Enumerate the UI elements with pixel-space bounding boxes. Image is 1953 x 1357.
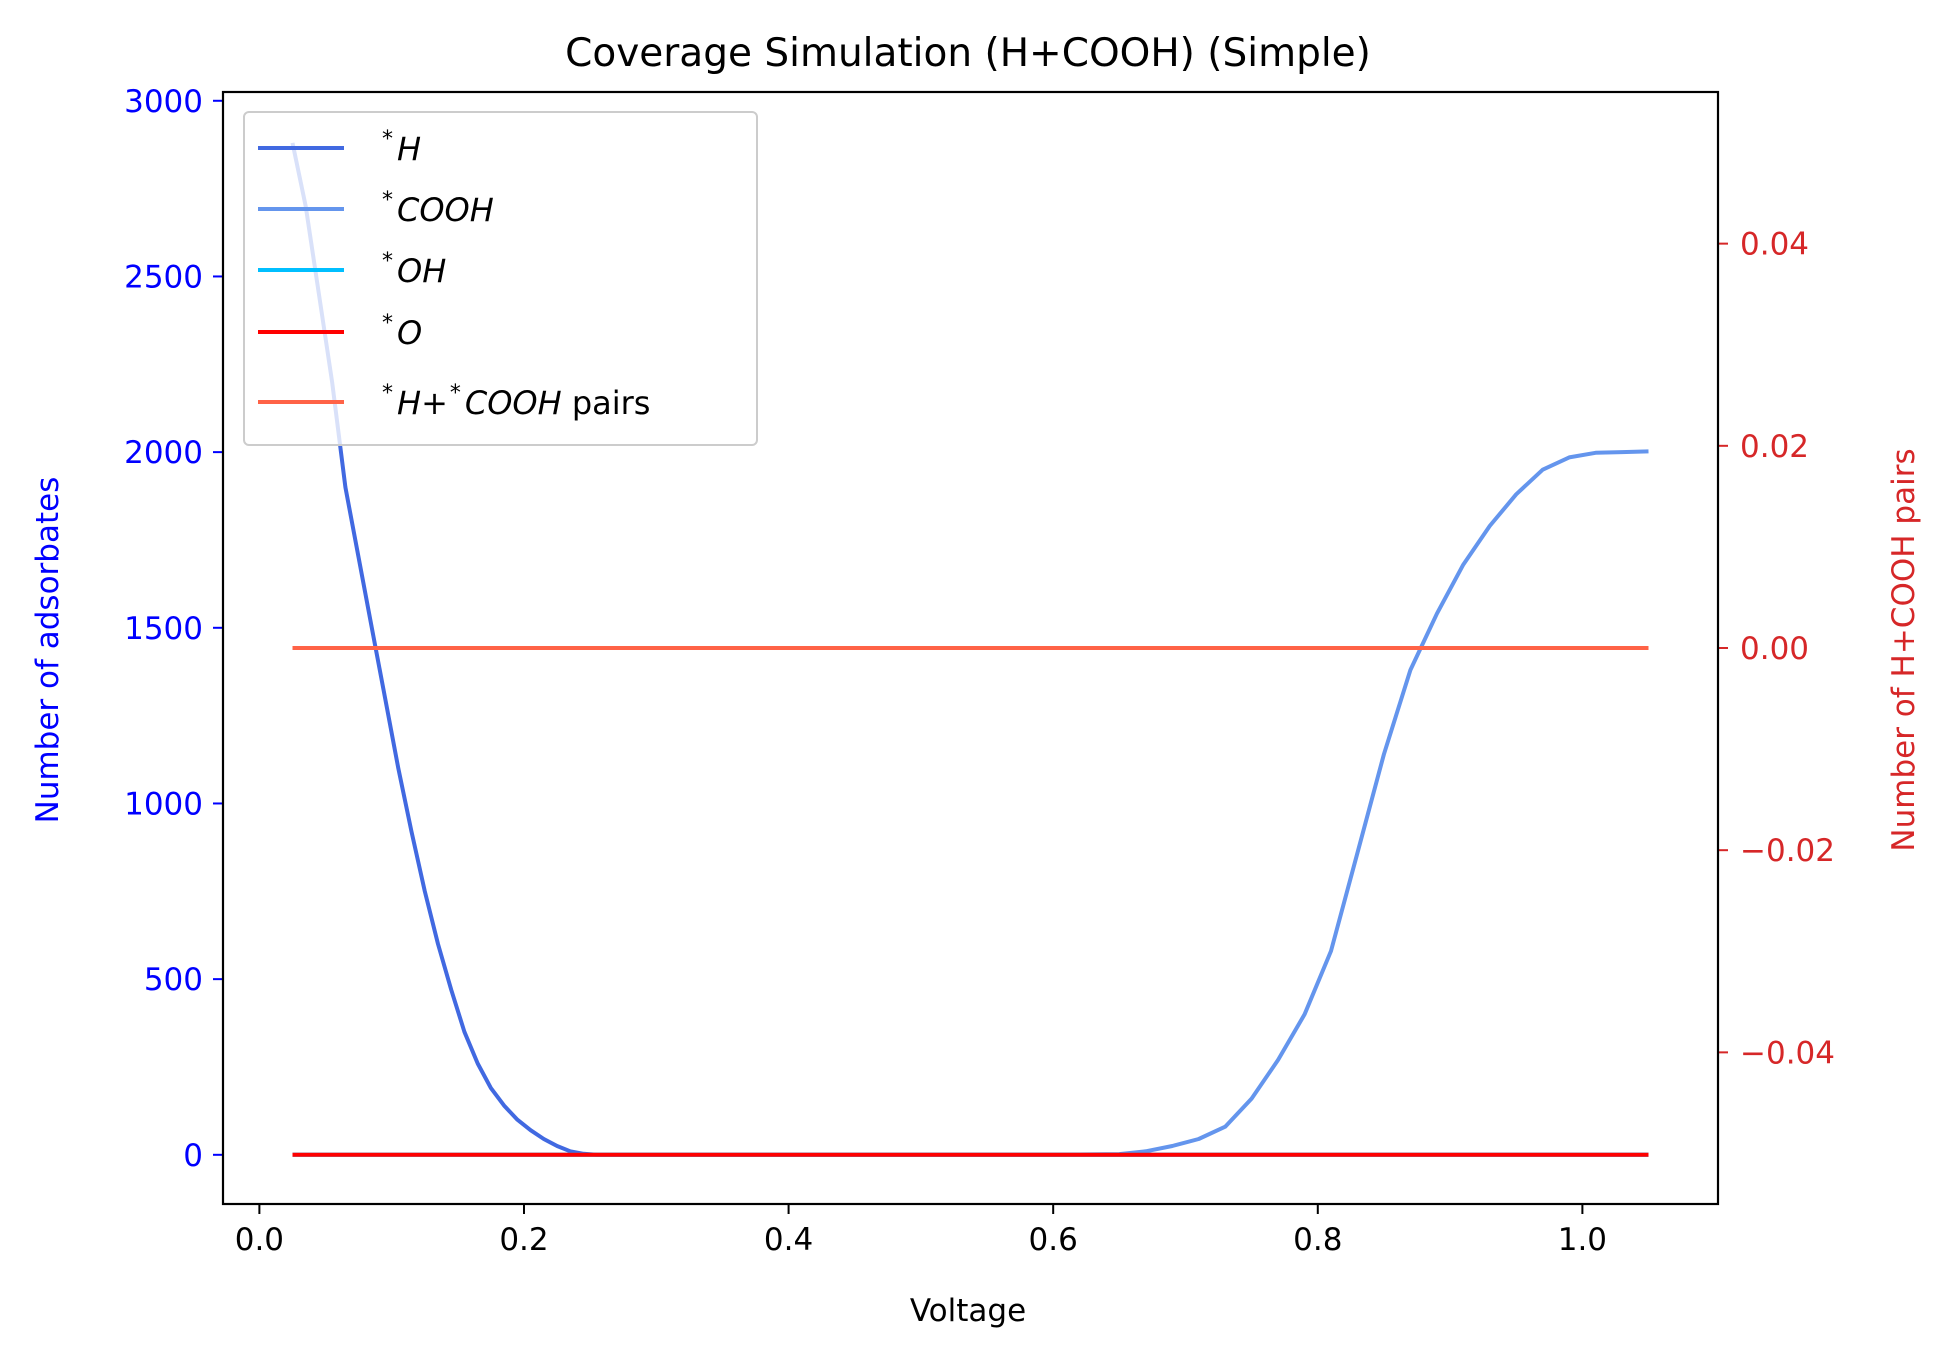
chart-title: Coverage Simulation (H+COOH) (Simple) [565,31,1371,76]
right-tick-label: −0.04 [1740,1035,1835,1071]
x-tick-label: 1.0 [1558,1222,1607,1258]
legend-label: * O [382,311,422,352]
x-axis-label: Voltage [910,1293,1026,1329]
y-axis-label-right: Number of H+COOH pairs [1886,448,1922,851]
x-axis-ticks: 0.0 0.2 0.4 0.6 0.8 1.0 [235,1204,1607,1258]
right-tick-label: 0.00 [1740,631,1809,667]
left-tick-label: 0 [183,1138,203,1174]
x-tick-label: 0.6 [1029,1222,1078,1258]
left-tick-label: 500 [144,962,203,998]
left-tick-label: 1000 [124,786,203,822]
legend-box [243,111,758,446]
x-tick-label: 0.0 [235,1222,284,1258]
right-axis-ticks: −0.04 −0.02 0.00 0.02 0.04 [1718,227,1835,1071]
right-tick-label: −0.02 [1740,833,1835,869]
left-axis-ticks: 0 500 1000 1500 2000 2500 3000 [124,84,223,1174]
right-tick-label: 0.04 [1740,227,1809,263]
right-tick-label: 0.02 [1740,429,1809,465]
left-tick-label: 2500 [124,259,203,295]
x-tick-label: 0.8 [1293,1222,1342,1258]
x-tick-label: 0.4 [764,1222,813,1258]
legend-label: * H+* COOH pairs [382,381,650,422]
left-tick-label: 2000 [124,435,203,471]
legend: * H * COOH * OH * O * H+* COOH pairs [243,111,758,446]
legend-label: * H [382,127,421,168]
legend-label: * OH [382,249,446,290]
x-tick-label: 0.2 [499,1222,548,1258]
legend-label: * COOH [382,188,494,229]
series-line-1 [292,449,1649,1157]
left-tick-label: 3000 [124,84,203,120]
plot-frame [221,90,1720,1206]
y-axis-label-left: Number of adsorbates [30,477,66,824]
left-tick-label: 1500 [124,611,203,647]
series-layer [290,142,1649,1157]
